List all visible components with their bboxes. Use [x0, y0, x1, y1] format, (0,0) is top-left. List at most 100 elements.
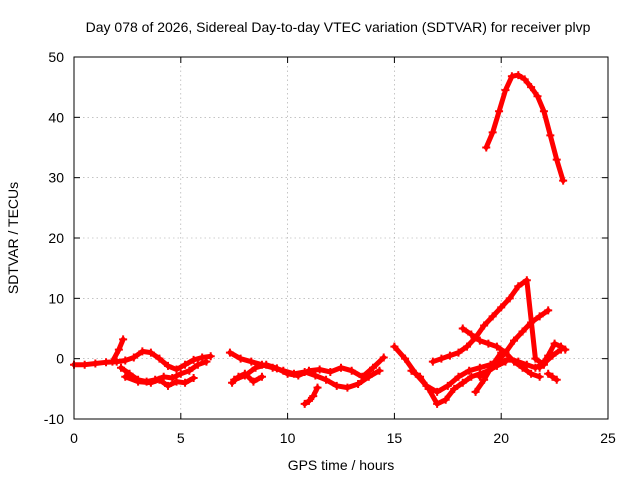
data-point — [488, 360, 497, 369]
data-point — [129, 353, 138, 362]
data-point — [172, 377, 181, 386]
data-point — [522, 360, 531, 369]
data-point — [146, 378, 155, 387]
data-point — [240, 369, 249, 378]
data-point — [225, 348, 234, 357]
data-point — [441, 395, 450, 404]
series-line — [302, 385, 320, 407]
data-point — [433, 387, 442, 396]
data-point — [488, 312, 497, 321]
data-point — [544, 351, 553, 360]
data-point — [358, 372, 367, 381]
data-point — [80, 360, 89, 369]
data-point — [326, 367, 335, 376]
data-point — [375, 366, 384, 375]
x-tick-label: 15 — [387, 430, 403, 446]
data-point — [501, 86, 510, 95]
data-point — [527, 83, 536, 92]
x-axis-label: GPS time / hours — [288, 457, 395, 473]
data-point — [119, 335, 128, 344]
y-tick-label: 40 — [48, 109, 64, 125]
y-tick-label: 30 — [48, 170, 64, 186]
series-sat-4 — [108, 335, 128, 366]
data-point — [251, 363, 260, 372]
y-tick-label: 50 — [48, 49, 64, 65]
y-axis-label: SDTVAR / TECUs — [5, 182, 21, 294]
data-point — [445, 351, 454, 360]
data-point — [482, 143, 491, 152]
data-point — [138, 347, 147, 356]
data-point — [262, 360, 271, 369]
data-point — [458, 378, 467, 387]
data-point — [561, 345, 570, 354]
data-point — [535, 372, 544, 381]
data-point — [347, 366, 356, 375]
data-point — [354, 380, 363, 389]
data-point — [91, 359, 100, 368]
data-point — [531, 354, 540, 363]
y-tick-label: 10 — [48, 290, 64, 306]
data-point — [518, 363, 527, 372]
data-point — [548, 372, 557, 381]
data-point — [193, 360, 202, 369]
data-point — [337, 363, 345, 372]
data-point — [272, 364, 281, 373]
y-tick-label: -10 — [44, 411, 64, 427]
data-point — [176, 369, 185, 378]
data-point — [159, 372, 168, 381]
data-point — [552, 375, 561, 384]
data-point — [116, 363, 125, 372]
y-tick-label: 20 — [48, 230, 64, 246]
ticks: 0 5 10 15 20 25 -10 0 10 20 30 40 50 — [44, 49, 616, 446]
data-point — [454, 348, 463, 357]
x-tick-label: 10 — [280, 430, 296, 446]
data-point — [163, 361, 172, 370]
data-point — [304, 396, 313, 405]
series-line — [473, 350, 504, 395]
data-point — [294, 371, 303, 380]
data-point — [544, 369, 553, 378]
data-point — [304, 366, 313, 375]
data-point — [484, 339, 493, 348]
data-point — [343, 383, 352, 392]
data-point — [168, 373, 177, 382]
data-point — [520, 75, 529, 84]
data-point — [465, 366, 474, 375]
data-point — [559, 176, 568, 185]
series-sat-16 — [544, 369, 561, 384]
data-layer — [70, 71, 570, 408]
data-point — [454, 372, 463, 381]
data-point — [369, 363, 378, 372]
data-point — [552, 155, 561, 164]
data-point — [322, 375, 331, 384]
data-point — [234, 372, 243, 381]
data-point — [501, 357, 510, 366]
series-sat-14 — [471, 348, 506, 396]
data-point — [236, 354, 245, 363]
data-point — [146, 348, 155, 357]
data-point — [313, 383, 322, 392]
chart-title: Day 078 of 2026, Sidereal Day-to-day VTE… — [86, 19, 591, 35]
data-point — [535, 363, 544, 372]
data-point — [379, 353, 388, 362]
data-point — [163, 381, 172, 390]
data-point — [463, 342, 472, 351]
x-tick-label: 25 — [600, 430, 616, 446]
data-point — [189, 355, 198, 364]
data-point — [514, 282, 523, 291]
data-point — [198, 353, 207, 362]
data-point — [300, 399, 309, 408]
data-point — [155, 375, 164, 384]
data-point — [527, 318, 536, 327]
data-point — [428, 357, 437, 366]
data-point — [249, 377, 258, 386]
x-tick-label: 20 — [493, 430, 509, 446]
x-tick-label: 5 — [177, 430, 185, 446]
data-point — [424, 384, 433, 393]
data-point — [467, 330, 476, 339]
data-point — [495, 107, 504, 116]
data-point — [416, 372, 425, 381]
data-point — [475, 336, 484, 345]
data-point — [527, 369, 536, 378]
